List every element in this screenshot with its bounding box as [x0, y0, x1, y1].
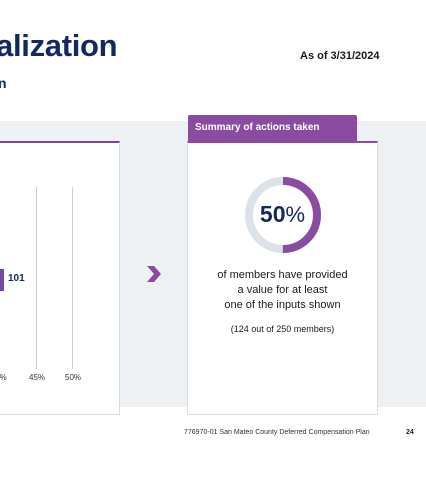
tick-label: 50%	[64, 373, 82, 382]
percent-value: 50%	[188, 203, 377, 226]
tick-label: 45%	[28, 373, 46, 382]
page-number: 24	[406, 429, 414, 436]
summary-tab: Summary of actions taken	[188, 115, 357, 142]
summary-description: of members have provided a value for at …	[188, 268, 377, 313]
chart-bar	[0, 269, 4, 291]
percent-symbol: %	[285, 202, 306, 227]
donut-value-arc	[245, 177, 321, 253]
summary-card: 50% of members have provided a value for…	[187, 141, 378, 415]
bar-chart-card: 101 0% 45% 50%	[0, 141, 120, 415]
page-title: alization	[0, 28, 118, 63]
description-line: a value for at least	[237, 284, 328, 296]
chevron-right-icon	[147, 266, 161, 287]
donut-chart	[245, 177, 321, 253]
page-subtitle: n	[0, 75, 7, 91]
percent-number: 50	[259, 201, 286, 227]
gridline	[36, 187, 37, 369]
footer-text: 776970-01 San Mateo County Deferred Comp…	[184, 429, 370, 436]
gridline	[72, 187, 73, 369]
bar-value-label: 101	[8, 273, 25, 284]
description-line: one of the inputs shown	[224, 299, 341, 311]
description-line: of members have provided	[217, 269, 348, 281]
summary-note: (124 out of 250 members)	[230, 324, 335, 334]
as-of-date: As of 3/31/2024	[300, 50, 380, 62]
tick-label: 0%	[0, 373, 7, 382]
